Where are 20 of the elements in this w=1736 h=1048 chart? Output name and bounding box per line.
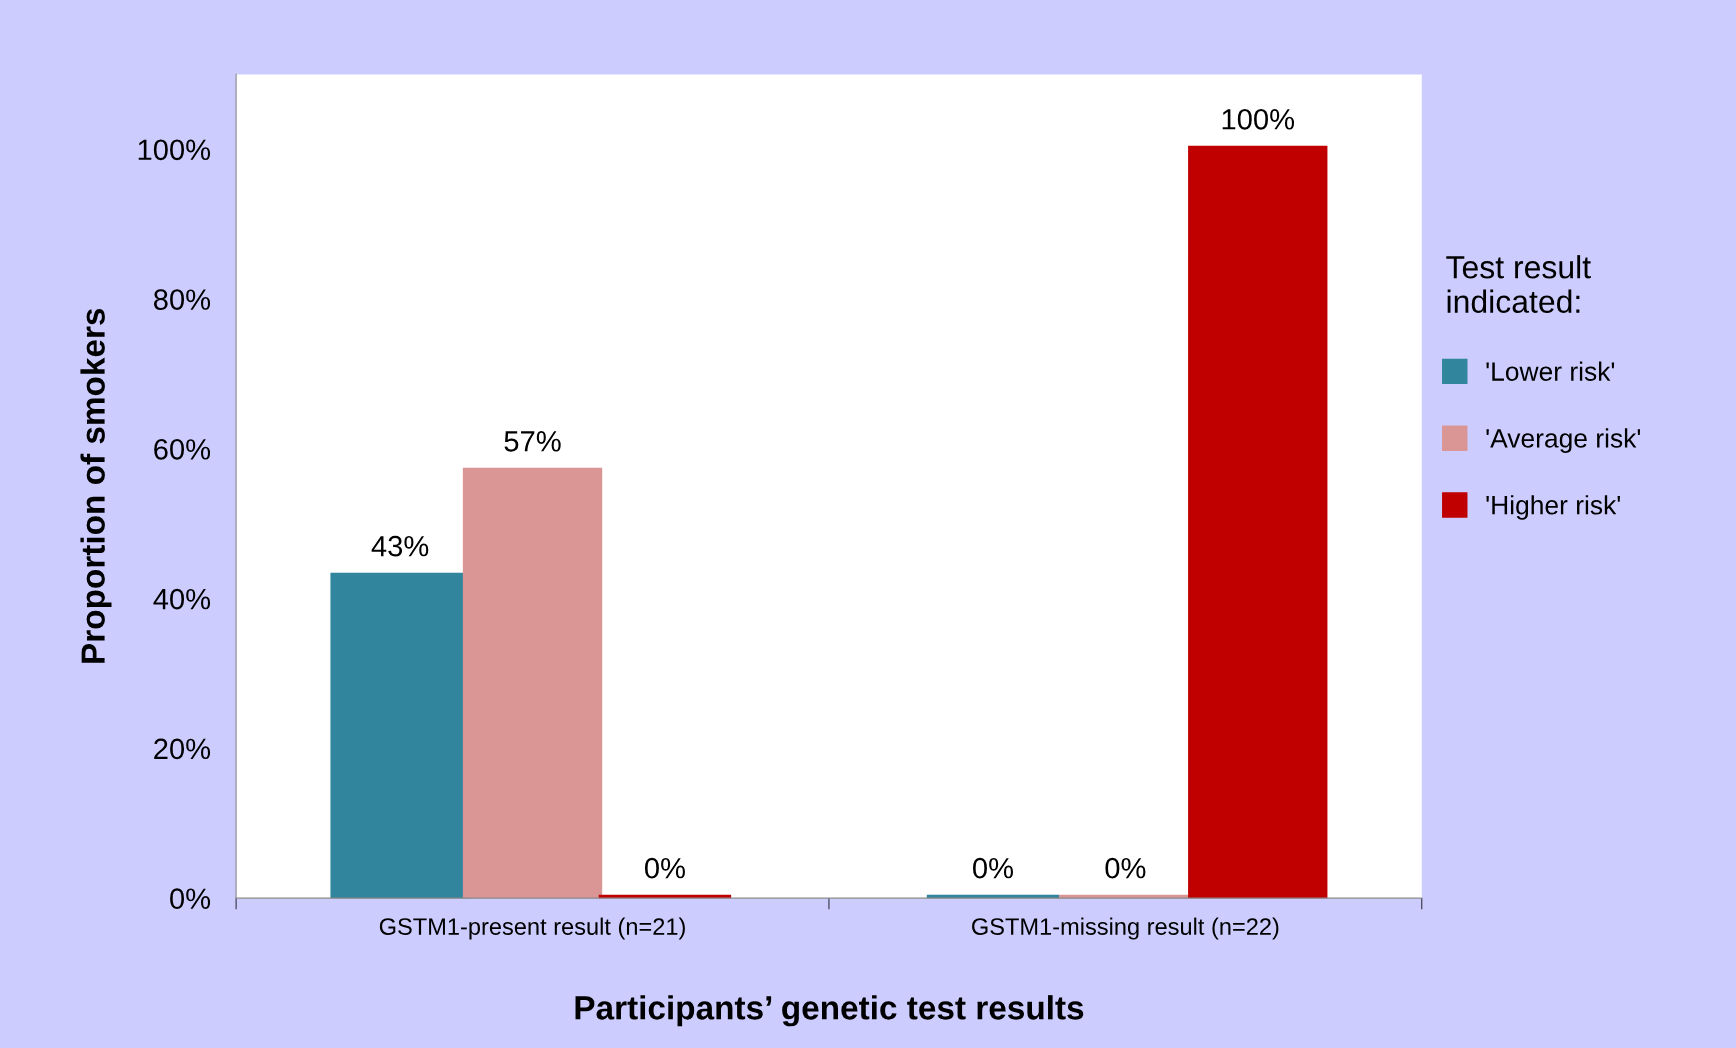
legend-label: 'Higher risk' [1486, 495, 1620, 520]
legend-label: 'Average risk' [1486, 428, 1641, 453]
data-label: 0% [644, 857, 685, 879]
y-tick-label: 0% [170, 888, 211, 909]
legend-label: 'Lower risk' [1486, 361, 1615, 381]
y-axis-title: Proportion of smokers [80, 308, 112, 663]
data-label: 43% [371, 535, 429, 557]
x-axis-title: Participants’ genetic test results [575, 995, 1084, 1027]
legend-title: Test result indicated: [1446, 255, 1591, 313]
y-tick-label: 80% [153, 289, 211, 310]
data-label: 0% [973, 857, 1013, 879]
y-tick-label: 100% [138, 139, 211, 161]
data-label: 57% [504, 431, 561, 452]
y-tick-label: 60% [154, 439, 211, 460]
x-tick-label: GSTM1-present result (n=21) [379, 917, 685, 940]
y-tick-label: 20% [154, 738, 211, 760]
x-tick-label: GSTM1-missing result (n=22) [972, 917, 1279, 940]
y-tick-label: 40% [153, 588, 211, 610]
data-label: 100% [1222, 108, 1295, 130]
data-label: 0% [1105, 857, 1146, 879]
